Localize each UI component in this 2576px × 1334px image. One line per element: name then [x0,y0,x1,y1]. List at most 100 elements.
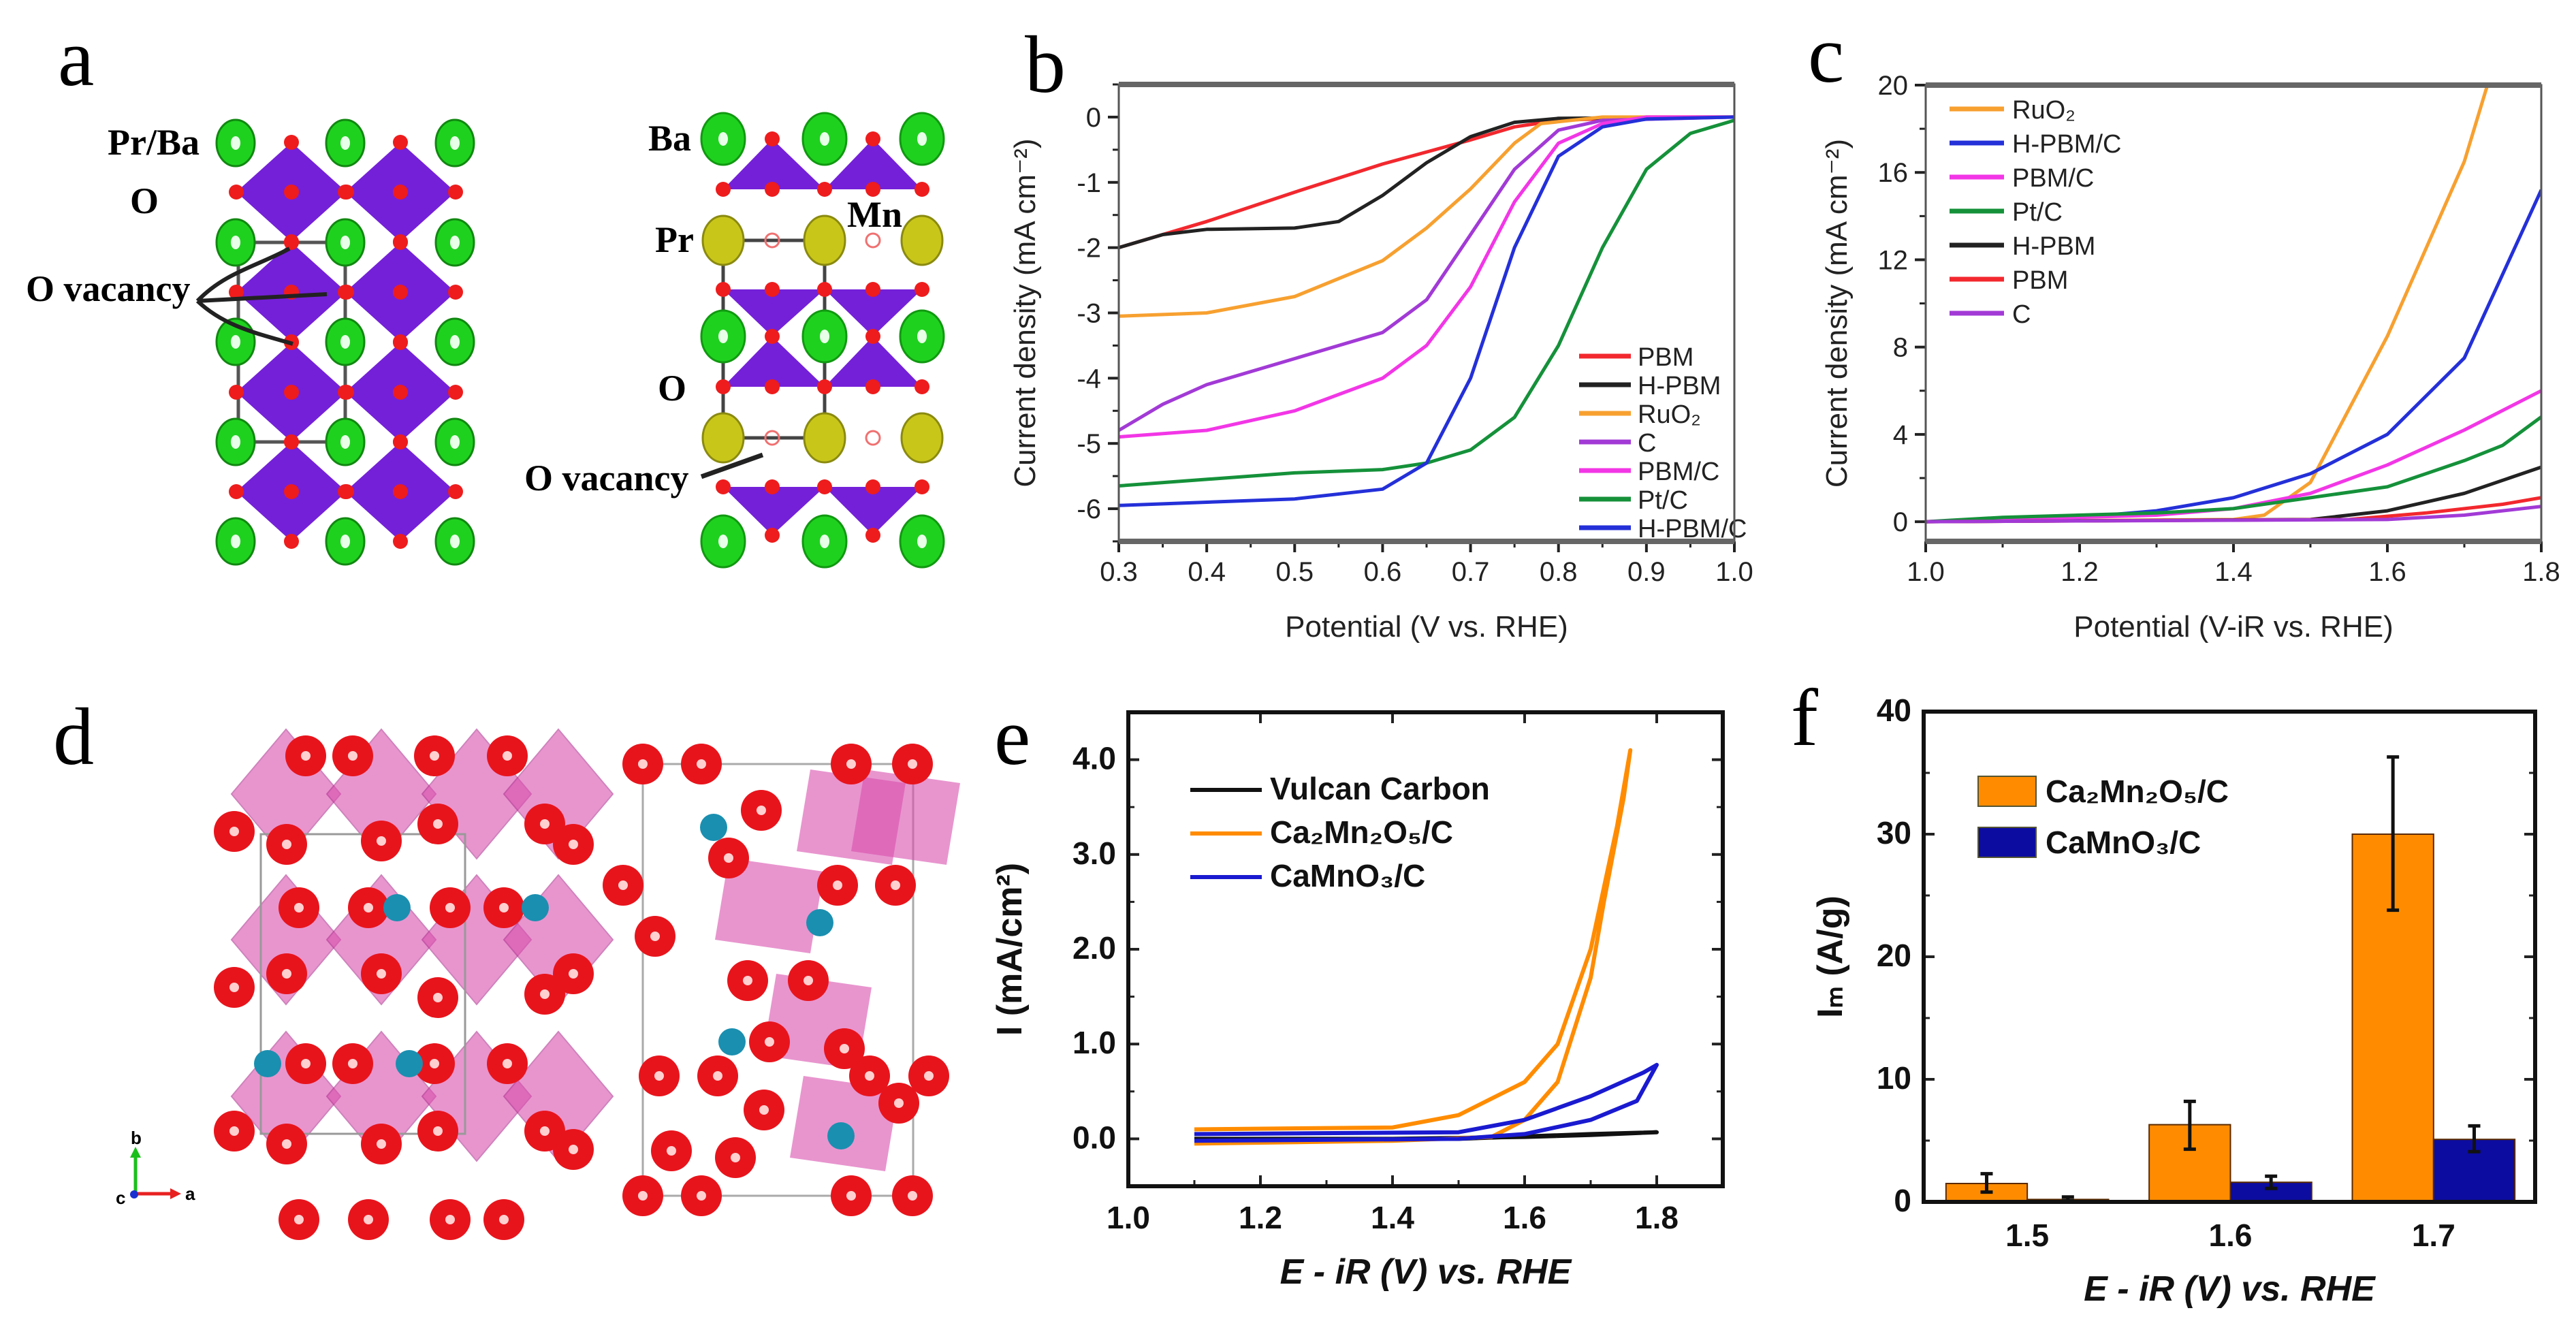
o-atom [865,479,880,494]
atom-highlight [499,903,509,912]
o-atom [865,131,880,146]
atom-highlight [301,751,311,761]
y-tick-label: 2.0 [1072,930,1116,966]
legend-swatch [1977,776,2037,807]
x-tick-label: 0.9 [1627,557,1666,587]
o-atom [338,484,353,499]
crystal-structure-d [214,728,960,1240]
atom-highlight [820,535,829,548]
atom-highlight [759,1105,769,1115]
atom-highlight [840,1044,849,1053]
o-vacancy-arrow [700,452,764,479]
y-tick-label: 0 [1086,103,1101,133]
atom-highlight [638,1191,648,1201]
atom-highlight [569,1145,578,1154]
series-line-pt-c [1119,118,1734,488]
atom-highlight [433,1126,443,1136]
o-atom [865,282,880,297]
o-atom [284,385,299,400]
y-tick-label: 20 [1878,71,1909,101]
atom-highlight [348,751,357,761]
y-tick-label: -3 [1077,299,1101,329]
o-atom [765,379,780,394]
unit-cell [641,763,915,1197]
atom-highlight [445,1215,455,1224]
x-tick-label: 0.8 [1540,557,1578,587]
legend-label: PBM/C [1638,458,1719,486]
y-tick-label: 4.0 [1072,741,1116,776]
ca-atom [383,894,411,921]
series-line-pt-c [1926,415,2541,524]
x-axis-label: E - iR (V) vs. RHE [1280,1252,1572,1292]
series-line-pbm-c [1119,115,1734,439]
mno5-pyramid [723,139,825,189]
atom-highlight [503,1059,512,1068]
legend-label: PBM [2012,266,2068,295]
atom-highlight [282,840,291,849]
mno5-pyramid [825,336,922,387]
panel-label-d: d [53,691,94,782]
mno5-polyhedron [851,769,960,865]
atom-highlight [804,976,813,985]
legend-label: CaMnO₃/C [1270,858,1425,893]
x-axis-label: Potential (V-iR vs. RHE) [2073,610,2393,644]
atom-highlight [503,751,512,761]
atom-highlight [450,136,460,150]
atom-highlight [450,535,460,548]
x-tick-label: 1.8 [1635,1200,1679,1235]
o-atom [338,185,353,200]
o-atom [393,434,408,449]
o-atom [393,235,408,250]
atom-highlight [569,969,578,979]
atom-highlight [917,330,927,343]
atom-label-o: O [658,368,686,409]
atom-highlight [377,969,386,979]
atom-highlight [820,330,829,343]
o-atom [284,185,299,200]
pr-atom [803,215,846,266]
x-tick-label: 1.8 [2522,557,2560,587]
b-axis-arrowhead [130,1147,141,1158]
legend-swatch [1977,827,2037,858]
a-axis-arrowhead [170,1188,181,1199]
atom-highlight [348,1059,357,1068]
x-tick-label: 0.3 [1100,557,1138,587]
atom-highlight [820,132,829,146]
y-tick-label: -5 [1077,429,1101,459]
o-atom [765,479,780,494]
y-tick-label: -2 [1077,234,1101,264]
atom-highlight [540,819,550,829]
y-tick-label: 10 [1877,1060,1911,1096]
mno5-pyramid [825,139,922,189]
o-atom [229,285,244,300]
atom-highlight [846,1191,856,1201]
o-atom [393,534,408,549]
atom-highlight [231,435,240,449]
o-atom [765,329,780,344]
x-tick-label: 0.6 [1364,557,1402,587]
y-tick-label: 0 [1894,1183,1911,1218]
o-vacancy-arrow [195,247,328,346]
legend-label: RuO₂ [1638,400,1701,429]
chart-e-cyclic-voltammetry: 0.0 1.0 2.0 3.0 4.0 1.0 1.2 1.4 1.6 1.8 Vulcan Car… [990,710,1725,1292]
o-atom [765,131,780,146]
o-atom [915,282,929,297]
mno5-pyramid [825,289,922,336]
atom-highlight [908,759,917,769]
atom-highlight [724,853,733,863]
o-atom [865,379,880,394]
o-vacancy-site [764,430,780,446]
legend-label: PBM [1638,343,1694,372]
o-atom [915,479,929,494]
series-line-ca-mn-o-c [1194,748,1633,1146]
x-tick-label: 0.4 [1188,557,1226,587]
legend-label: Ca₂Mn₂O₅/C [1270,814,1453,850]
pr-atom [900,215,944,266]
o-atom [765,528,780,543]
x-tick-label: 1.4 [2214,557,2253,587]
o-atom [716,282,731,297]
legend-label: Pt/C [1638,486,1688,515]
o-vacancy-site [865,232,881,249]
ca-atom [718,1028,746,1055]
atom-highlight [697,759,706,769]
